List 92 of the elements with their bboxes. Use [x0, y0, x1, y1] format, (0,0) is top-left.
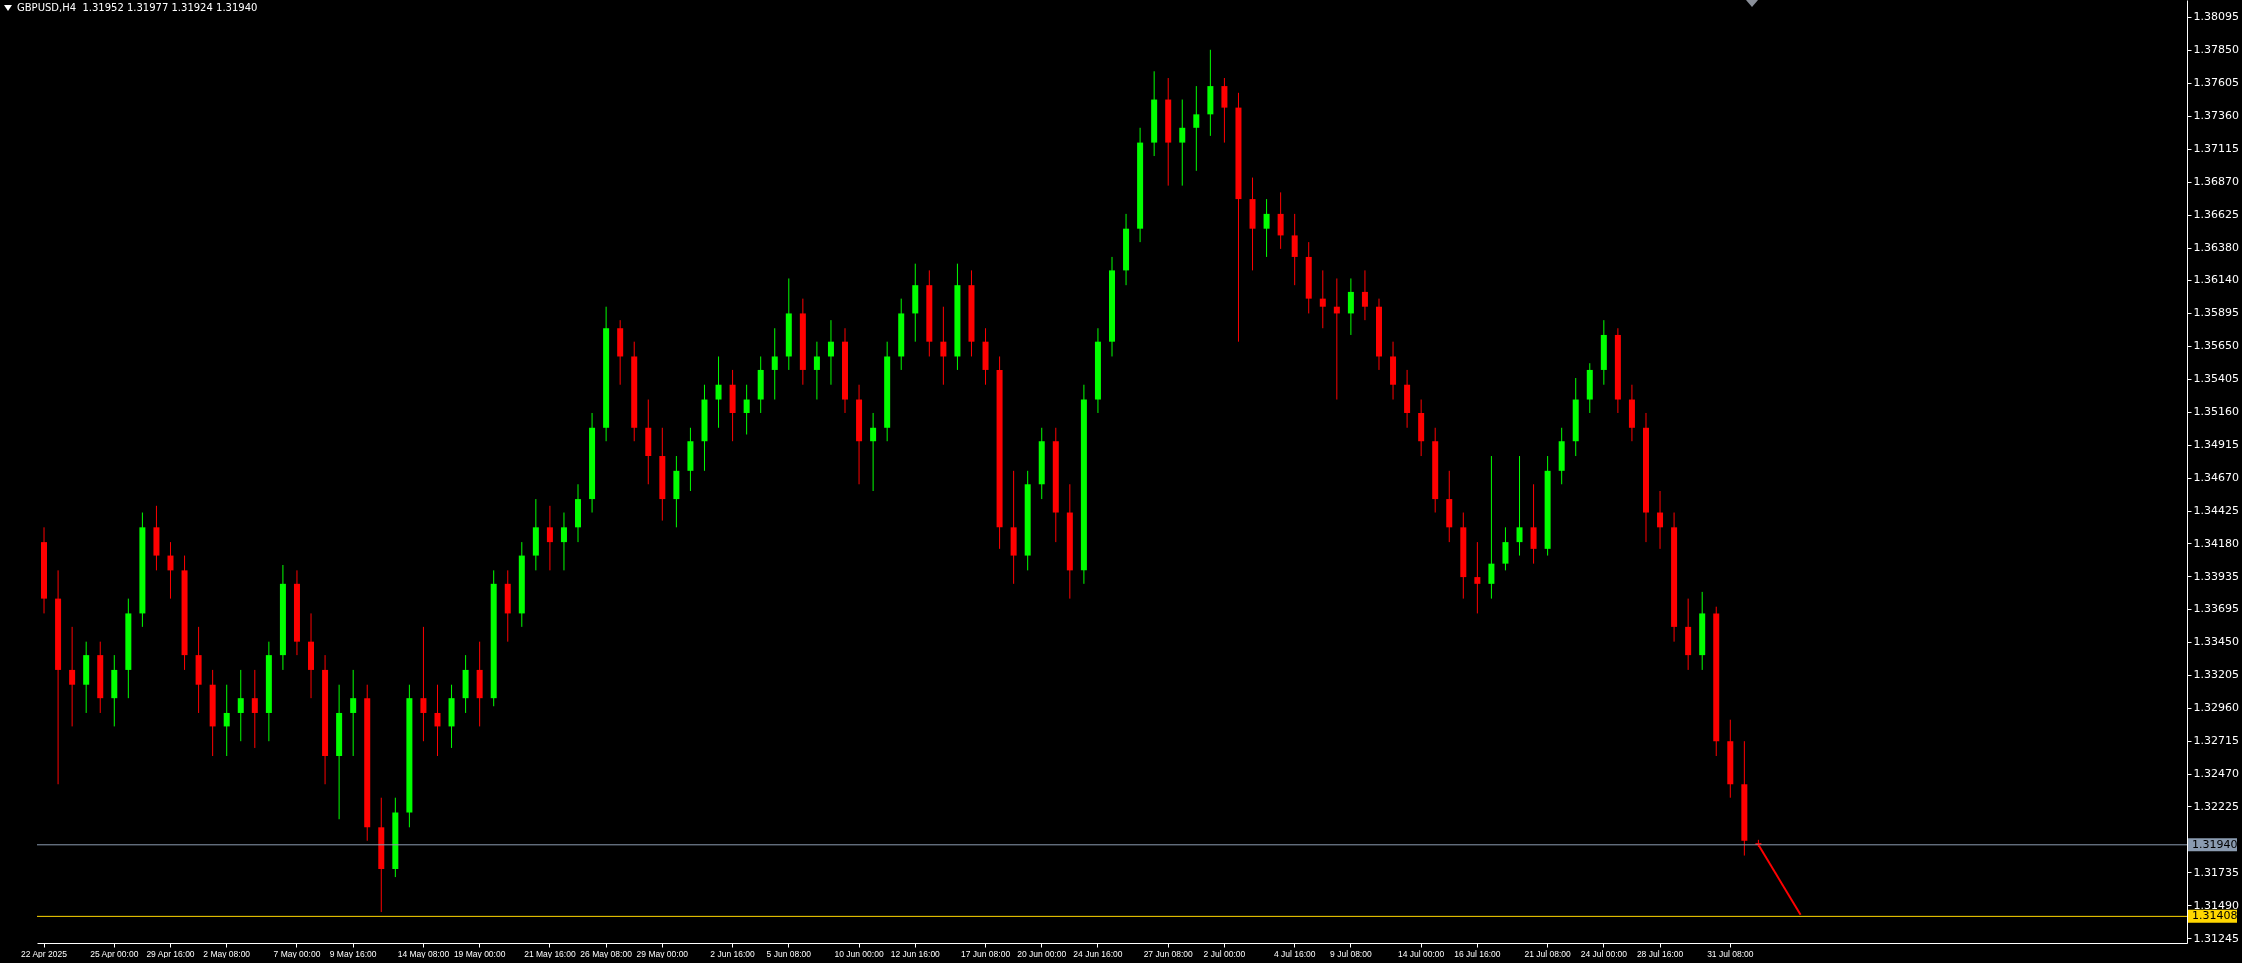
- candlestick: [1474, 541, 1481, 614]
- y-tick-label: 1.35405: [2193, 372, 2239, 386]
- candlestick: [167, 541, 174, 600]
- x-tick-label: 14 Jul 00:00: [1397, 948, 1445, 959]
- y-tick-label: 1.32960: [2193, 701, 2239, 715]
- y-tick-label: 1.32470: [2193, 767, 2239, 780]
- x-tick-label: 2 Jul 00:00: [1203, 948, 1246, 959]
- candlestick: [434, 684, 441, 757]
- y-tick-label: 1.37115: [2193, 142, 2239, 156]
- x-tick-label: 29 Apr 16:00: [146, 948, 195, 959]
- candlestick: [1193, 85, 1200, 172]
- y-tick-label: 1.34425: [2193, 504, 2239, 518]
- candlestick: [743, 384, 750, 436]
- x-tick-label: 2 May 08:00: [203, 948, 251, 959]
- x-tick-label: 26 May 08:00: [580, 948, 633, 959]
- candlestick: [1333, 277, 1340, 401]
- x-tick-label: 9 May 16:00: [329, 948, 377, 959]
- chart-title: GBPUSD,H4 1.31952 1.31977 1.31924 1.31940: [17, 2, 258, 13]
- x-tick-label: 28 Jul 16:00: [1636, 948, 1684, 959]
- y-tick-label: 1.34670: [2193, 471, 2239, 485]
- y-tick-label: 1.36140: [2193, 273, 2239, 287]
- x-tick-label: 25 Apr 00:00: [90, 948, 139, 959]
- y-tick-label: 1.33695: [2193, 602, 2239, 616]
- candlestick: [223, 684, 230, 757]
- candlestick: [1319, 269, 1326, 329]
- x-tick-label: 9 Jul 08:00: [1330, 948, 1372, 959]
- x-tick-label: 21 May 16:00: [524, 948, 576, 959]
- y-tick-label: 1.38095: [2193, 10, 2239, 24]
- x-tick-label: 21 Jul 08:00: [1524, 948, 1572, 959]
- y-tick-label: 1.33450: [2193, 635, 2239, 649]
- x-tick-label: 7 May 00:00: [273, 948, 321, 959]
- ref-line-label: 1.31408: [2192, 909, 2238, 923]
- x-tick-label: 29 May 00:00: [636, 948, 689, 959]
- x-tick-label: 19 May 00:00: [453, 948, 506, 959]
- candlestick: [870, 412, 877, 492]
- candlestick: [1221, 77, 1228, 144]
- y-tick-label: 1.31490: [2193, 898, 2239, 912]
- y-tick-label: 1.33935: [2193, 569, 2239, 583]
- y-tick-label: 1.36380: [2193, 241, 2239, 255]
- candlestick: [1347, 277, 1354, 336]
- x-tick-label: 17 Jun 08:00: [960, 948, 1011, 959]
- y-tick-label: 1.35895: [2193, 306, 2239, 320]
- x-tick-label: 31 Jul 08:00: [1707, 948, 1754, 959]
- y-tick-label: 1.34180: [2193, 536, 2239, 550]
- candlestick: [1263, 198, 1270, 258]
- candlestick: [827, 319, 834, 386]
- candlestick: [1291, 213, 1298, 286]
- x-tick-label: 16 Jul 16:00: [1454, 948, 1501, 959]
- candlestick: [940, 306, 947, 386]
- candlestick: [1657, 490, 1664, 550]
- x-tick-label: 5 Jun 08:00: [766, 948, 812, 959]
- candlestick: [1361, 269, 1368, 321]
- candlestick: [251, 669, 258, 749]
- candlestick: [1516, 455, 1523, 557]
- y-tick-label: 1.32225: [2193, 799, 2239, 813]
- candlestick: [1277, 191, 1284, 250]
- x-tick-label: 10 Jun 00:00: [834, 948, 884, 959]
- candlestick: [1488, 455, 1495, 600]
- x-tick-label: 2 Jun 16:00: [710, 948, 756, 959]
- x-tick-label: 24 Jul 00:00: [1580, 948, 1628, 959]
- candlestick: [1179, 99, 1186, 187]
- candlestick: [420, 626, 427, 742]
- x-tick-label: 27 Jun 08:00: [1143, 948, 1194, 959]
- candlestick: [546, 505, 553, 571]
- y-tick-label: 1.35650: [2193, 339, 2239, 353]
- y-tick-label: 1.35160: [2193, 405, 2239, 419]
- y-tick-label: 1.36625: [2193, 208, 2239, 222]
- x-tick-label: 12 Jun 16:00: [890, 948, 941, 959]
- candlestick: [237, 669, 244, 742]
- x-tick-label: 4 Jul 16:00: [1273, 948, 1316, 959]
- y-tick-label: 1.33205: [2193, 668, 2239, 682]
- candlestick: [69, 626, 76, 727]
- y-tick-label: 1.37605: [2193, 76, 2239, 90]
- candlestick: [350, 669, 357, 757]
- candlestick: [771, 327, 778, 401]
- x-tick-label: 14 May 08:00: [397, 948, 450, 959]
- candlestick: [715, 355, 722, 429]
- candlestick: [560, 512, 567, 571]
- y-tick-label: 1.37360: [2193, 109, 2239, 123]
- ref-line-label: 1.31940: [2192, 837, 2238, 851]
- x-tick-label: 24 Jun 16:00: [1073, 948, 1123, 959]
- candlestick: [1530, 483, 1537, 565]
- y-tick-label: 1.34915: [2193, 438, 2239, 452]
- y-tick-label: 1.32715: [2193, 734, 2239, 748]
- x-tick-label: 22 Apr 2025: [21, 948, 68, 959]
- x-tick-label: 20 Jun 00:00: [1017, 948, 1067, 959]
- candlestick: [813, 341, 820, 401]
- candlestick: [1502, 526, 1509, 571]
- y-tick-label: 1.31735: [2193, 865, 2239, 879]
- y-tick-label: 1.31245: [2193, 931, 2239, 945]
- y-tick-label: 1.36870: [2193, 175, 2239, 189]
- y-tick-label: 1.37850: [2193, 43, 2239, 57]
